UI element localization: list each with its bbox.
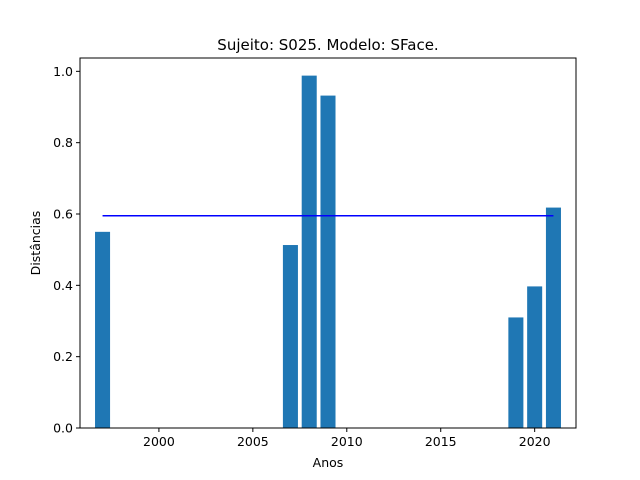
bar-2008 [301,75,317,429]
chart-title: Sujeito: S025. Modelo: SFace. [217,36,438,54]
x-tick-label: 2000 [143,434,175,449]
bar-2007 [282,245,298,428]
y-tick-label: 0.4 [53,278,73,293]
bar-2009 [320,95,336,428]
plot-frame [79,57,577,429]
x-axis-label: Anos [313,455,344,470]
y-tick-label: 0.0 [53,421,73,436]
y-tick-label: 1.0 [53,64,73,79]
bar-2020 [527,286,543,428]
y-tick-label: 0.2 [53,349,73,364]
bar-1997 [95,231,111,428]
bar-2021 [545,207,561,428]
y-tick-label: 0.6 [53,207,73,222]
bars-group [95,75,561,429]
x-tick-label: 2020 [519,434,551,449]
x-tick-label: 2010 [331,434,363,449]
y-axis: 0.0 0.2 0.4 0.6 0.8 1.0 [53,64,80,436]
x-tick-label: 2005 [237,434,269,449]
x-axis: 2000 2005 2010 2015 2020 [143,428,551,449]
x-tick-label: 2015 [425,434,457,449]
y-tick-label: 0.8 [53,135,73,150]
bar-2019 [508,317,524,428]
y-axis-label: Distâncias [28,211,43,276]
